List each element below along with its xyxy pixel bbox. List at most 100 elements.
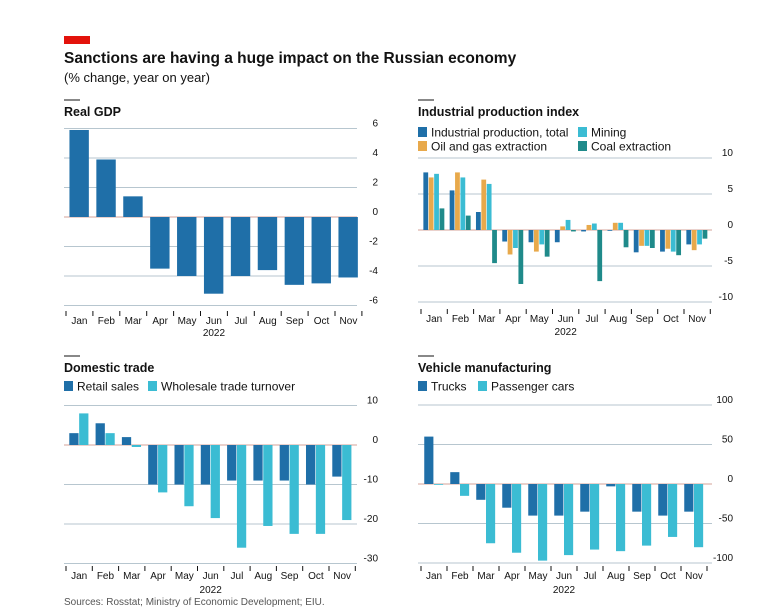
industrial-category-label: Aug [609, 314, 627, 325]
trade-bar [253, 445, 263, 481]
trade-bar [342, 445, 352, 521]
industrial-bar [612, 222, 618, 230]
vehicles-ytick-label: 50 [722, 435, 734, 446]
industrial-bar [455, 172, 460, 230]
industrial-legend-swatch [418, 127, 427, 137]
industrial-ytick-label: 5 [727, 184, 733, 195]
vehicles-bar [424, 436, 434, 484]
trade-bar [148, 445, 158, 485]
industrial-ytick-label: -5 [724, 256, 733, 267]
vehicles-bar [694, 484, 704, 548]
industrial-bar [434, 173, 439, 230]
trade-ytick-label: 0 [372, 435, 378, 446]
industrial-bar [697, 230, 702, 245]
trade-bar [174, 445, 184, 485]
vehicles-bar [564, 484, 574, 556]
gdp-bar [150, 217, 170, 269]
vehicles-bar [580, 484, 590, 512]
industrial-category-label: May [530, 314, 549, 325]
industrial-bar [660, 230, 665, 252]
vehicles-bar [502, 484, 512, 508]
vehicles-bar [450, 472, 460, 484]
trade-bar [332, 445, 342, 477]
vehicles-ytick-label: 100 [716, 395, 733, 406]
trade-category-label: May [175, 571, 194, 582]
vehicles-category-label: Oct [660, 571, 676, 582]
gdp-category-label: Aug [259, 316, 277, 327]
gdp-category-label: Feb [98, 316, 116, 327]
industrial-bar [565, 219, 571, 230]
vehicles-category-label: May [529, 571, 548, 582]
trade-category-label: Apr [150, 571, 166, 582]
gdp-bar [311, 217, 331, 284]
industrial-bar [533, 230, 539, 252]
gdp-ytick-label: 6 [372, 119, 378, 130]
industrial-bar [423, 172, 429, 230]
industrial-bar [539, 230, 545, 245]
trade-category-label: Jul [231, 571, 244, 582]
trade-ytick-label: 10 [367, 396, 379, 407]
vehicles-category-label: Mar [477, 571, 495, 582]
gdp-category-label: Apr [152, 316, 168, 327]
vehicles-category-label: Apr [504, 571, 520, 582]
gdp-category-label: Jan [71, 316, 87, 327]
industrial-category-label: Sep [636, 314, 654, 325]
trade-bar [305, 445, 316, 485]
gdp-bar [203, 217, 224, 294]
vehicles-category-label: Jan [426, 571, 442, 582]
vehicles-title: Vehicle manufacturing [418, 361, 551, 375]
gdp-bar [257, 217, 278, 271]
trade-bar [210, 445, 220, 519]
vehicles-ytick-label: -100 [713, 553, 733, 564]
trade-ytick-label: -20 [364, 514, 379, 525]
gdp-xaxis-label: 2022 [203, 328, 226, 339]
vehicles-legend-swatch [478, 381, 487, 391]
trade-bar [121, 437, 132, 445]
vehicles-bar [668, 484, 678, 537]
trade-legend-swatch [148, 381, 157, 391]
industrial-bar [702, 230, 708, 239]
industrial-bar [449, 190, 455, 230]
trade-bar [289, 445, 299, 534]
industrial-category-label: Feb [452, 314, 470, 325]
industrial-category-label: Nov [688, 314, 706, 325]
industrial-bar [597, 230, 603, 282]
gdp-ytick-label: 2 [372, 178, 378, 189]
vehicles-category-label: Feb [451, 571, 469, 582]
industrial-ytick-label: -10 [719, 292, 734, 303]
vehicles-bar [528, 484, 538, 516]
vehicles-category-label: Aug [607, 571, 625, 582]
trade-bar [263, 445, 273, 526]
vehicles-ytick-label: 0 [727, 474, 733, 485]
trade-title: Domestic trade [64, 361, 154, 375]
industrial-bar [465, 215, 471, 230]
industrial-bar [528, 230, 534, 243]
trade-bar [105, 433, 115, 445]
trade-legend-label: Wholesale trade turnover [161, 380, 295, 394]
trade-legend-swatch [64, 381, 73, 391]
trade-bar [184, 445, 194, 507]
gdp-category-label: May [178, 316, 197, 327]
industrial-bar [571, 230, 576, 232]
vehicles-bar [476, 484, 486, 500]
vehicles-category-label: Sep [633, 571, 651, 582]
industrial-bar [591, 223, 597, 230]
industrial-bar [486, 183, 492, 230]
industrial-bar [618, 222, 624, 230]
trade-bar [131, 445, 142, 447]
industrial-bar [428, 177, 434, 230]
vehicles-bar [616, 484, 626, 552]
trade-bar [200, 445, 211, 485]
industrial-bar [560, 226, 566, 230]
industrial-bar [586, 224, 592, 230]
vehicles-category-label: Nov [685, 571, 703, 582]
industrial-xaxis-label: 2022 [555, 327, 578, 338]
trade-ytick-label: -10 [364, 475, 379, 486]
brand-accent-bar [64, 36, 90, 44]
vehicles-bar [632, 484, 642, 512]
industrial-bar [513, 230, 518, 248]
industrial-bar [623, 230, 629, 248]
industrial-bar [492, 230, 497, 264]
trade-bar [158, 445, 168, 493]
industrial-legend-label: Industrial production, total [431, 126, 568, 140]
